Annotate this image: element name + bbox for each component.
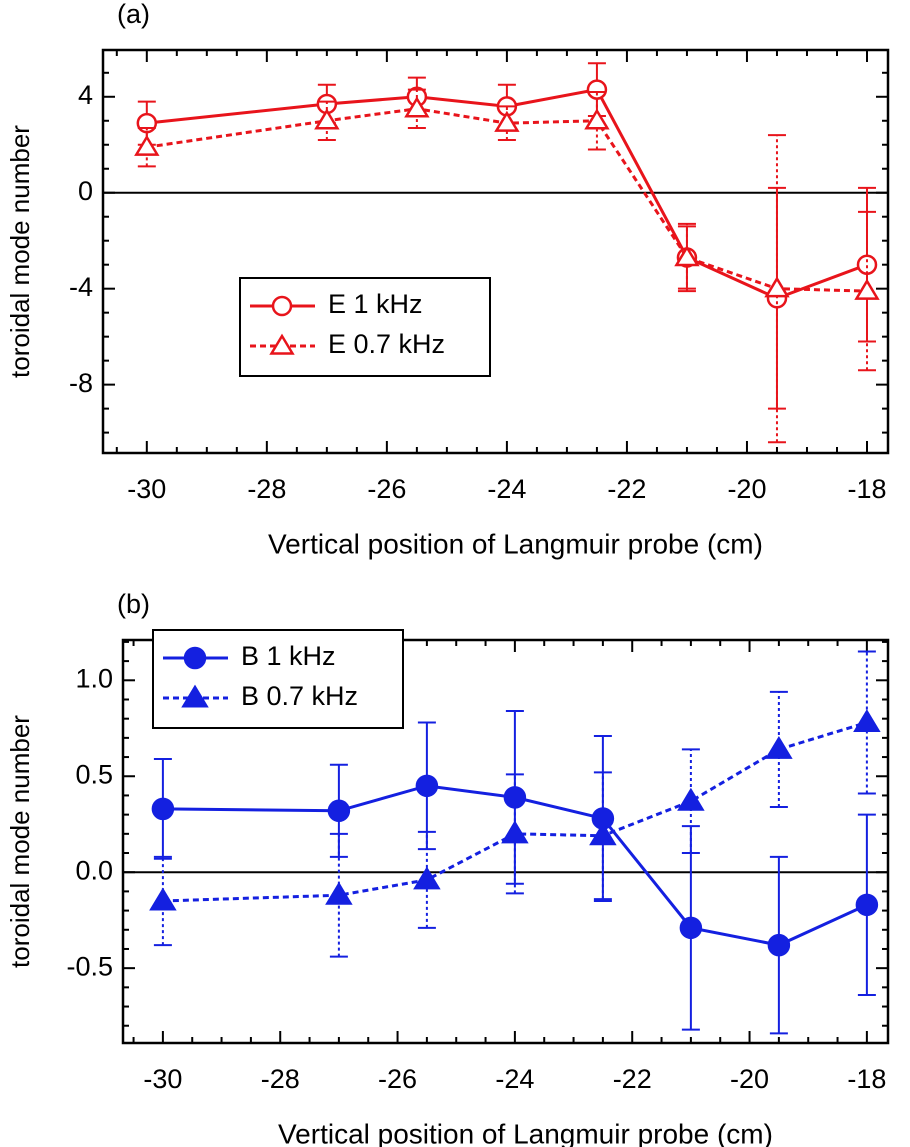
- y-tick-label: 1.0: [75, 663, 113, 693]
- data-point: [149, 887, 177, 911]
- legend-marker: [183, 646, 207, 670]
- error-bar: [767, 134, 786, 444]
- y-tick-label: -0.5: [66, 951, 113, 981]
- x-tick-label: -22: [607, 474, 646, 504]
- error-bar: [677, 222, 696, 293]
- series: [149, 650, 881, 958]
- data-point: [853, 709, 881, 733]
- legend-marker: [181, 684, 209, 708]
- data-point: [415, 774, 439, 798]
- x-tick-label: -26: [378, 1064, 417, 1094]
- error-bar: [593, 771, 612, 901]
- data-point: [404, 96, 430, 118]
- x-tick-label: -18: [847, 1064, 886, 1094]
- x-tick-label: -20: [727, 474, 766, 504]
- plot-frame: [121, 638, 890, 1045]
- x-tick-label: -28: [261, 1064, 300, 1094]
- x-tick-label: -24: [487, 474, 526, 504]
- x-tick-label: -20: [730, 1064, 769, 1094]
- y-tick-label: -8: [69, 368, 93, 398]
- data-point: [674, 245, 700, 267]
- panel-label: (a): [117, 0, 150, 29]
- y-tick-label: 0.0: [75, 855, 113, 885]
- data-point: [494, 110, 520, 132]
- x-tick-label: -28: [247, 474, 286, 504]
- legend-label: B 1 kHz: [241, 641, 336, 671]
- plot-frame: [101, 48, 890, 455]
- legend-box: [239, 277, 491, 377]
- data-point: [677, 787, 705, 811]
- x-tick-label: -24: [495, 1064, 534, 1094]
- error-bar: [681, 748, 700, 855]
- data-point: [854, 278, 880, 300]
- x-axis-title: Vertical position of Langmuir probe (cm): [268, 528, 763, 559]
- data-point: [151, 797, 175, 821]
- y-tick-label: 0.5: [75, 759, 113, 789]
- data-point: [314, 108, 340, 130]
- legend-marker: [269, 333, 295, 355]
- data-point: [327, 799, 351, 823]
- legend-label: B 0.7 kHz: [241, 681, 358, 711]
- data-point: [679, 916, 703, 940]
- data-point: [325, 881, 353, 905]
- error-bar: [587, 90, 606, 151]
- x-tick-label: -18: [847, 474, 886, 504]
- data-point: [856, 254, 878, 275]
- series-line: [146, 87, 868, 300]
- series: [134, 88, 880, 444]
- y-axis-title: toroidal mode number: [5, 715, 35, 968]
- legend-box: [152, 629, 404, 729]
- legend-marker: [271, 295, 293, 317]
- x-tick-label: -30: [127, 474, 166, 504]
- series-line: [162, 784, 868, 947]
- x-axis-title: Vertical position of Langmuir probe (cm): [278, 1118, 773, 1147]
- data-point: [413, 866, 441, 890]
- error-bar: [769, 690, 788, 808]
- panel-label: (b): [117, 589, 150, 619]
- series-line: [162, 721, 868, 903]
- y-tick-label: 4: [78, 80, 93, 110]
- series-line: [146, 107, 868, 293]
- error-bar: [857, 650, 876, 795]
- error-bar: [497, 105, 516, 141]
- data-point: [855, 893, 879, 917]
- data-point: [767, 933, 791, 957]
- data-point: [764, 276, 790, 298]
- data-point: [501, 820, 529, 844]
- data-point: [586, 79, 608, 100]
- data-point: [584, 108, 610, 130]
- x-tick-label: -22: [613, 1064, 652, 1094]
- legend-label: E 1 kHz: [328, 289, 423, 319]
- x-tick-label: -30: [143, 1064, 182, 1094]
- error-bar: [505, 773, 524, 895]
- y-axis-title: toroidal mode number: [5, 125, 35, 378]
- legend-label: E 0.7 kHz: [328, 329, 445, 359]
- x-tick-label: -26: [367, 474, 406, 504]
- error-bar: [417, 830, 436, 929]
- data-point: [589, 822, 617, 846]
- y-tick-label: -4: [69, 272, 93, 302]
- data-point: [134, 134, 160, 156]
- y-tick-label: 0: [78, 176, 93, 206]
- data-point: [765, 735, 793, 759]
